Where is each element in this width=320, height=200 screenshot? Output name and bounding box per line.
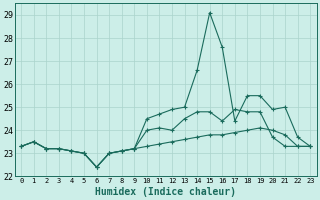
X-axis label: Humidex (Indice chaleur): Humidex (Indice chaleur) [95,186,236,197]
